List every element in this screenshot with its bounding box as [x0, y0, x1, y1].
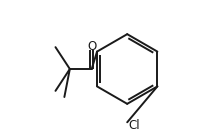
- Text: Cl: Cl: [129, 119, 140, 132]
- Text: O: O: [87, 40, 96, 53]
